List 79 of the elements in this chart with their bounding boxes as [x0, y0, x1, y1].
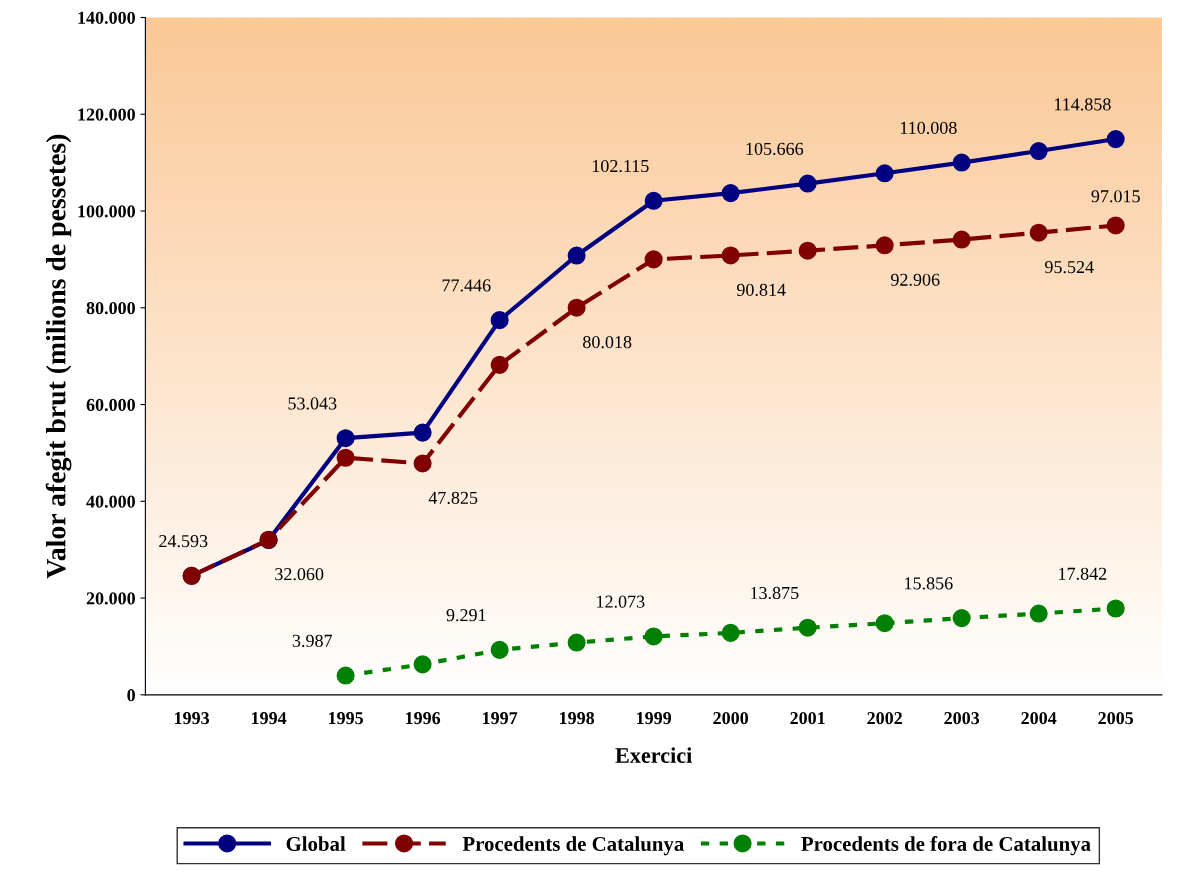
- x-tick-label: 1995: [329, 712, 364, 725]
- data-label: 105.666: [746, 142, 804, 156]
- x-tick-label: 1994: [251, 712, 287, 725]
- data-label: 12.073: [597, 595, 645, 608]
- data-label: 24.593: [159, 535, 208, 548]
- point: [644, 627, 663, 646]
- data-label: 53.043: [288, 397, 337, 410]
- point: [1029, 604, 1048, 623]
- point: [798, 618, 817, 637]
- point: [798, 174, 817, 193]
- point: [490, 311, 509, 330]
- data-label: 32.060: [275, 568, 324, 581]
- data-label: 3.987: [292, 634, 333, 647]
- data-label: 9.291: [446, 609, 486, 622]
- y-tick-label: 20.000: [86, 592, 135, 605]
- point: [644, 191, 663, 210]
- y-axis-title: Valor afegit brut (milions de pessetes): [45, 134, 72, 579]
- x-tick-label: 1997: [483, 712, 518, 725]
- point: [336, 429, 355, 448]
- point: [721, 184, 740, 203]
- point: [798, 241, 817, 260]
- point: [952, 230, 971, 249]
- point: [336, 666, 355, 685]
- point: [413, 423, 432, 442]
- legend-label: Global: [286, 836, 346, 851]
- point: [721, 623, 740, 642]
- x-tick-label: 2004: [1021, 712, 1057, 725]
- point: [567, 633, 586, 652]
- y-tick-label: 140.000: [78, 11, 135, 24]
- x-tick-label: 1993: [174, 712, 210, 725]
- point: [875, 236, 894, 255]
- data-label: 15.856: [905, 577, 953, 590]
- y-tick-label: 80.000: [86, 302, 135, 315]
- point: [1106, 216, 1125, 235]
- y-tick-label: 60.000: [86, 398, 135, 412]
- point: [875, 164, 894, 183]
- y-tick-label: 120.000: [78, 108, 135, 121]
- data-label: 80.018: [583, 335, 632, 349]
- data-label: 13.875: [751, 586, 799, 600]
- legend-label: Procedents de fora de Catalunya: [801, 836, 1091, 856]
- data-label: 97.015: [1091, 190, 1140, 203]
- point: [490, 640, 509, 659]
- point: [1106, 599, 1125, 618]
- data-label: 47.825: [428, 491, 478, 505]
- legend-label: Procedents de Catalunya: [462, 836, 684, 856]
- data-label: 92.906: [890, 273, 940, 286]
- data-label: 110.008: [900, 121, 957, 134]
- point: [413, 454, 432, 473]
- x-tick-label: 1998: [560, 712, 595, 725]
- point: [875, 614, 894, 633]
- point: [952, 609, 971, 628]
- x-axis-title: Exercici: [615, 747, 692, 763]
- x-tick-label: 2001: [790, 712, 825, 725]
- data-label: 17.842: [1059, 567, 1107, 580]
- point: [336, 448, 355, 467]
- y-tick-label: 100.000: [78, 205, 135, 218]
- point: [644, 250, 663, 269]
- y-tick-label: 40.000: [86, 495, 135, 508]
- data-label: 95.524: [1045, 261, 1094, 274]
- data-label: 77.446: [442, 279, 491, 292]
- y-tick-label: 0: [127, 689, 135, 702]
- x-tick-label: 2002: [867, 712, 902, 725]
- x-tick-label: 1999: [637, 712, 672, 725]
- point: [1029, 141, 1048, 161]
- point: [567, 298, 586, 317]
- point: [952, 153, 971, 172]
- data-label: 102.115: [592, 159, 649, 173]
- point: [413, 655, 432, 674]
- point: [490, 355, 509, 374]
- x-tick-label: 2005: [1098, 712, 1134, 725]
- point: [721, 246, 740, 265]
- data-label: 114.858: [1054, 98, 1111, 111]
- point: [1106, 130, 1125, 149]
- x-tick-label: 2000: [713, 712, 749, 725]
- point: [567, 246, 586, 265]
- point: [1029, 223, 1048, 242]
- x-tick-label: 1996: [406, 712, 441, 725]
- data-label: 90.814: [736, 283, 786, 297]
- x-tick-label: 2003: [944, 712, 980, 725]
